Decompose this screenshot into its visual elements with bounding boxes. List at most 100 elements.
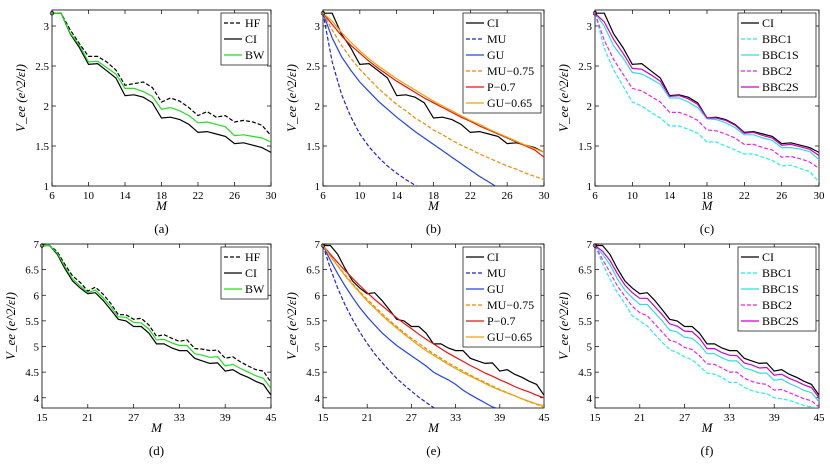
series-line-ci: [595, 244, 819, 396]
legend: CI MU GU MU−0.75 P−0.7 GU−0.65: [462, 12, 542, 114]
legend-box: [462, 246, 542, 348]
y-tick-label: 4.5: [306, 367, 320, 379]
y-axis-label: V_ee (e^2/εl): [284, 64, 299, 132]
x-tick-label: 21: [82, 412, 93, 424]
legend: CI BBC1 BBC1S BBC2 BBC2S: [737, 12, 817, 98]
x-tick-label: 22: [739, 190, 750, 202]
x-tick-label: 39: [220, 412, 232, 424]
legend-label: BBC2: [762, 64, 792, 78]
series-line-gu-0.65: [323, 12, 544, 153]
x-tick-label: 33: [174, 412, 186, 424]
series-group: [323, 12, 544, 186]
x-tick-label: 22: [465, 190, 476, 202]
x-tick-label: 45: [266, 412, 278, 424]
panel-label: (c): [700, 221, 714, 236]
x-tick-label: 18: [702, 190, 714, 202]
x-axis-label: M: [427, 420, 440, 435]
y-tick-label: 7: [34, 239, 40, 251]
panel-label: (e): [426, 443, 440, 458]
legend-label: GU: [487, 48, 505, 62]
x-tick-label: 10: [627, 190, 639, 202]
x-tick-label: 39: [769, 412, 781, 424]
legend-label: BBC1: [762, 266, 792, 280]
legend-label: BBC2S: [762, 80, 799, 94]
y-tick-label: 7: [587, 239, 593, 251]
legend-label: CI: [487, 16, 499, 30]
series-line-hf: [42, 244, 271, 383]
panel-d: 15 21 27 33 39 45 4 4.5 5 5.5 6 6.5 7 M V_ee (e^2/εl) (…: [3, 239, 277, 458]
y-tick-label: 3: [587, 21, 593, 33]
series-line-bw: [42, 244, 271, 389]
legend-label: MU−0.75: [487, 298, 534, 312]
series-line-bbc1: [595, 13, 819, 183]
y-tick-label: 5: [315, 342, 321, 354]
x-tick-label: 27: [128, 412, 140, 424]
series-line-ci: [42, 244, 271, 396]
legend-label: MU−0.75: [487, 64, 534, 78]
legend-label: CI: [487, 250, 499, 264]
y-tick-label: 4.5: [578, 367, 592, 379]
y-tick-label: 5.5: [25, 316, 39, 328]
legend-label: P−0.7: [487, 80, 515, 94]
x-axis-label: M: [701, 420, 714, 435]
y-tick-label: 6.5: [25, 265, 39, 277]
y-tick-label: 2.5: [35, 61, 49, 73]
y-axis-label: V_ee (e^2/εl): [284, 292, 299, 360]
y-tick-label: 3: [315, 21, 321, 33]
x-tick-label: 21: [362, 412, 373, 424]
x-tick-label: 22: [193, 190, 204, 202]
series-group: [595, 12, 819, 183]
series-line-bbc1s: [595, 12, 819, 161]
y-tick-label: 1: [315, 181, 321, 193]
x-tick-label: 15: [37, 412, 49, 424]
start-marker: [39, 243, 45, 248]
series-line-bbc1: [595, 245, 819, 408]
series-line-bbc2s: [595, 245, 819, 399]
y-tick-label: 2: [44, 101, 50, 113]
y-axis-label: V_ee (e^2/εl): [556, 64, 571, 132]
start-marker: [592, 243, 598, 248]
y-axis-label: V_ee (e^2/εl): [13, 64, 28, 132]
panel-label: (a): [154, 221, 168, 236]
x-tick-label: 14: [120, 190, 132, 202]
series-line-mu-0.75: [323, 12, 544, 181]
start-marker: [592, 11, 598, 16]
x-tick-label: 26: [776, 190, 788, 202]
series-line-bbc1s: [595, 245, 819, 403]
y-tick-label: 1: [44, 181, 50, 193]
y-tick-label: 6.5: [306, 265, 320, 277]
x-tick-label: 30: [814, 190, 826, 202]
legend-label: BBC2S: [762, 314, 799, 328]
x-tick-label: 27: [679, 412, 691, 424]
x-tick-label: 26: [502, 190, 514, 202]
plot-frame: [41, 243, 272, 409]
x-tick-label: 6: [49, 190, 55, 202]
y-tick-label: 1: [587, 181, 593, 193]
legend-box: [462, 12, 542, 114]
legend-label: BBC2: [762, 298, 792, 312]
y-tick-label: 7: [315, 239, 321, 251]
legend: HF CI BW: [220, 246, 269, 300]
legend-label: GU−0.65: [487, 330, 532, 344]
series-line-gu-0.65: [323, 245, 544, 407]
plot-frame: [594, 243, 820, 409]
start-marker: [49, 11, 55, 16]
legend-label: MU: [487, 32, 507, 46]
series-line-ci: [323, 12, 544, 153]
series-group: [323, 244, 544, 408]
panel-f: 15 21 27 33 39 45 4 4.5 5 5.5 6 6.5 7 M V_ee (e^2/εl) (…: [556, 239, 825, 458]
x-tick-label: 33: [724, 412, 736, 424]
x-tick-label: 6: [320, 190, 326, 202]
series-line-mu: [323, 245, 436, 408]
panel-label: (f): [701, 443, 714, 458]
x-tick-label: 45: [539, 412, 551, 424]
x-tick-label: 10: [354, 190, 366, 202]
y-tick-label: 1.5: [35, 141, 49, 153]
panel-a: 6 10 14 18 22 26 30 1 1.5 2 2.5 3 M V_ee (e^2/εl) (a) H…: [13, 9, 277, 236]
y-tick-label: 5.5: [578, 316, 592, 328]
start-marker: [320, 11, 326, 16]
start-marker: [320, 243, 326, 248]
x-tick-label: 45: [814, 412, 826, 424]
x-tick-label: 10: [83, 190, 95, 202]
